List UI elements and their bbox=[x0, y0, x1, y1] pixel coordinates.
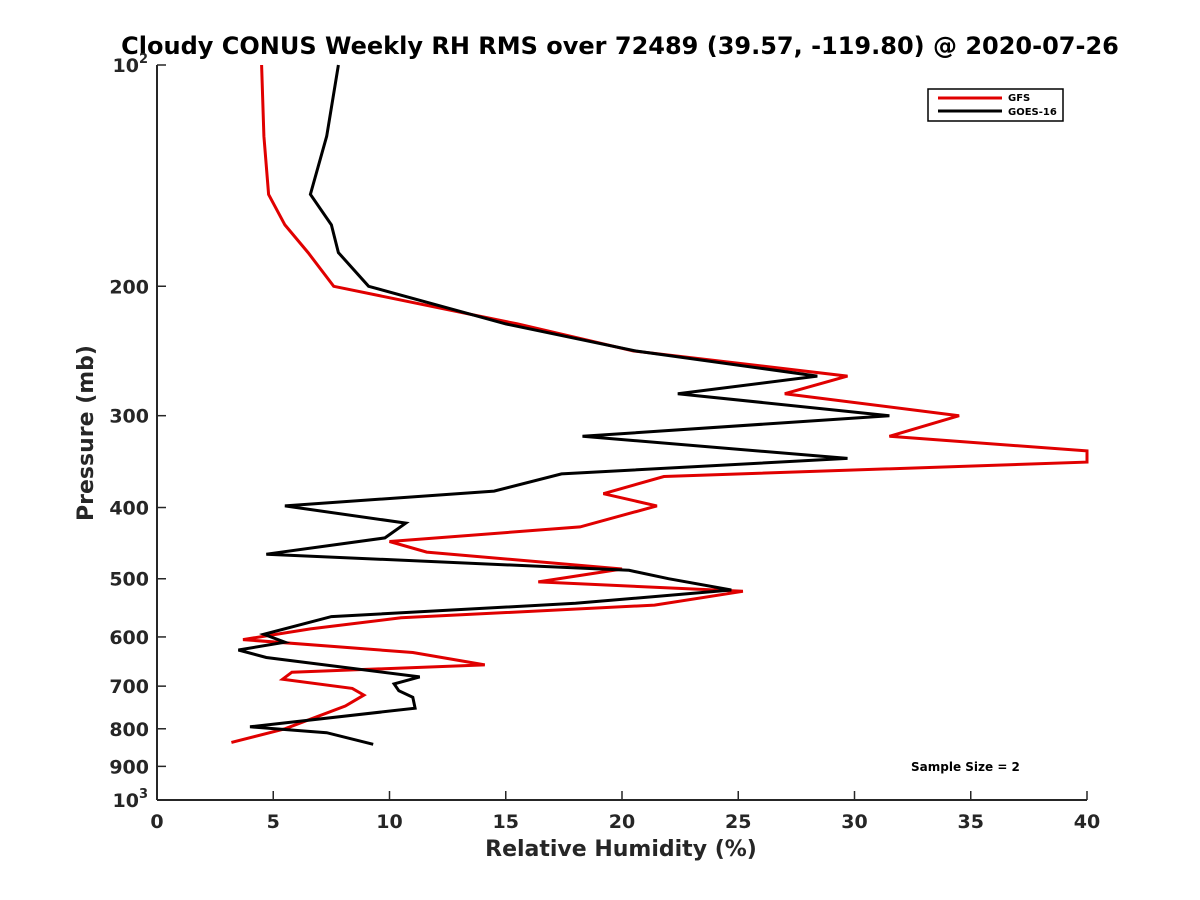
x-tick-label: 0 bbox=[150, 811, 163, 833]
x-tick-label: 25 bbox=[725, 811, 751, 833]
legend: GFS GOES-16 bbox=[927, 88, 1064, 122]
y-tick-label: 400 bbox=[109, 498, 149, 520]
x-tick-label: 10 bbox=[376, 811, 402, 833]
y-tick-label: 300 bbox=[109, 406, 149, 428]
chart-title: Cloudy CONUS Weekly RH RMS over 72489 (3… bbox=[121, 32, 1119, 60]
y-tick-label: 900 bbox=[109, 756, 149, 778]
y-tick-label: 600 bbox=[109, 627, 149, 649]
series-layer bbox=[231, 64, 1089, 746]
x-tick-label: 35 bbox=[958, 811, 984, 833]
y-axis-label: Pressure (mb) bbox=[74, 345, 99, 521]
x-axis-label: Relative Humidity (%) bbox=[485, 837, 757, 862]
series-line-gfs bbox=[231, 64, 1089, 744]
sample-size-annotation: Sample Size = 2 bbox=[911, 760, 1020, 774]
y-tick-label: 102 bbox=[113, 52, 149, 77]
legend-label-gfs: GFS bbox=[1008, 93, 1030, 104]
y-tick-label: 200 bbox=[109, 276, 149, 298]
y-tick-label: 700 bbox=[109, 676, 149, 698]
y-tick-label: 103 bbox=[113, 787, 149, 812]
x-tick-label: 5 bbox=[267, 811, 280, 833]
x-tick-label: 20 bbox=[609, 811, 635, 833]
x-tick-label: 15 bbox=[493, 811, 519, 833]
legend-label-goes16: GOES-16 bbox=[1008, 107, 1057, 118]
legend-box bbox=[927, 88, 1064, 122]
y-tick-label: 500 bbox=[109, 569, 149, 591]
x-tick-label: 40 bbox=[1074, 811, 1100, 833]
ticks-layer: 0 5 10 15 20 25 30 35 40 102 200 300 400 500 600 700 800… bbox=[109, 52, 1100, 833]
series-line-goes-16 bbox=[238, 64, 890, 746]
y-tick-label: 800 bbox=[109, 719, 149, 741]
x-tick-label: 30 bbox=[841, 811, 867, 833]
